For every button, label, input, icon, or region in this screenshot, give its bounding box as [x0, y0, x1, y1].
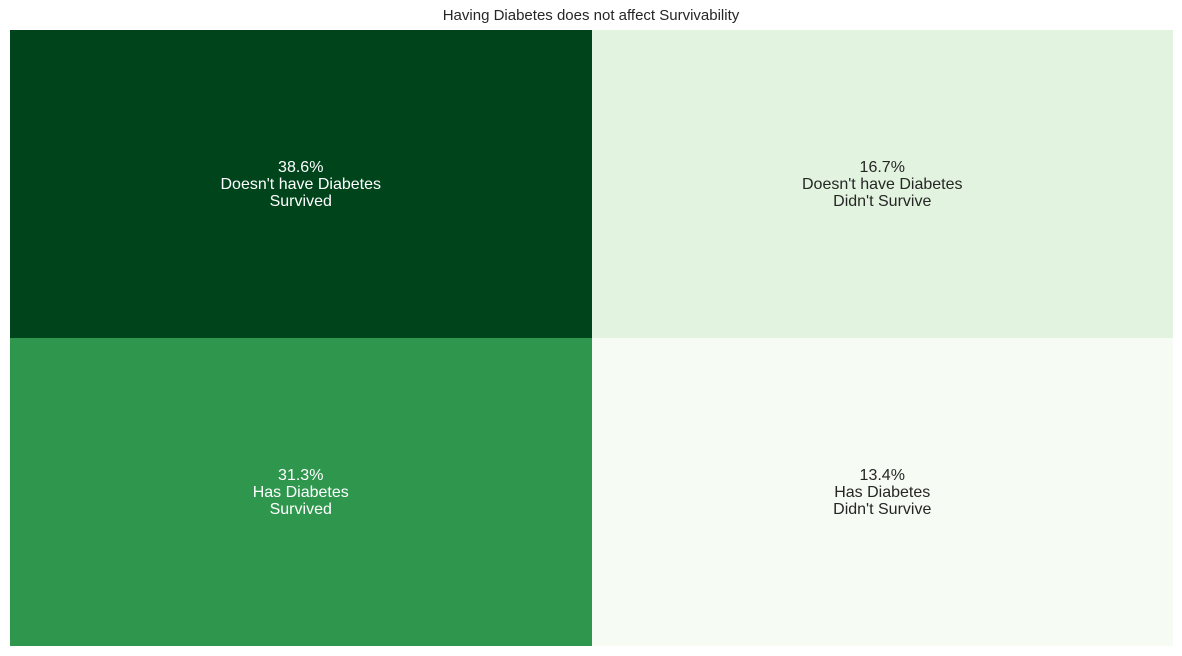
cell-percent-label: 13.4% — [859, 466, 905, 484]
cell-label-block: 13.4% Has Diabetes Didn't Survive — [833, 467, 931, 518]
heatmap-cell: 13.4% Has Diabetes Didn't Survive — [591, 338, 1173, 646]
cell-column-label: Survived — [269, 192, 332, 210]
cell-column-label: Didn't Survive — [833, 192, 932, 210]
heatmap-cell: 38.6% Doesn't have Diabetes Survived — [10, 30, 592, 338]
cell-row-label: Doesn't have Diabetes — [220, 175, 381, 193]
cell-label-block: 31.3% Has Diabetes Survived — [253, 467, 349, 518]
cell-row-label: Has Diabetes — [834, 483, 931, 501]
cell-percent-label: 38.6% — [278, 158, 324, 176]
cell-column-label: Didn't Survive — [833, 500, 932, 518]
heatmap-cell: 16.7% Doesn't have Diabetes Didn't Survive — [591, 30, 1173, 338]
cell-row-label: Doesn't have Diabetes — [802, 175, 963, 193]
heatmap-plot-area: 38.6% Doesn't have Diabetes Survived 16.7% D… — [10, 30, 1173, 646]
cell-percent-label: 31.3% — [278, 466, 324, 484]
cell-percent-label: 16.7% — [859, 158, 905, 176]
cell-column-label: Survived — [269, 500, 332, 518]
heatmap-cell: 31.3% Has Diabetes Survived — [10, 338, 592, 646]
cell-label-block: 16.7% Doesn't have Diabetes Didn't Survive — [802, 159, 962, 210]
cell-label-block: 38.6% Doesn't have Diabetes Survived — [221, 159, 381, 210]
chart-title: Having Diabetes does not affect Survivab… — [442, 7, 740, 24]
cell-row-label: Has Diabetes — [252, 483, 349, 501]
